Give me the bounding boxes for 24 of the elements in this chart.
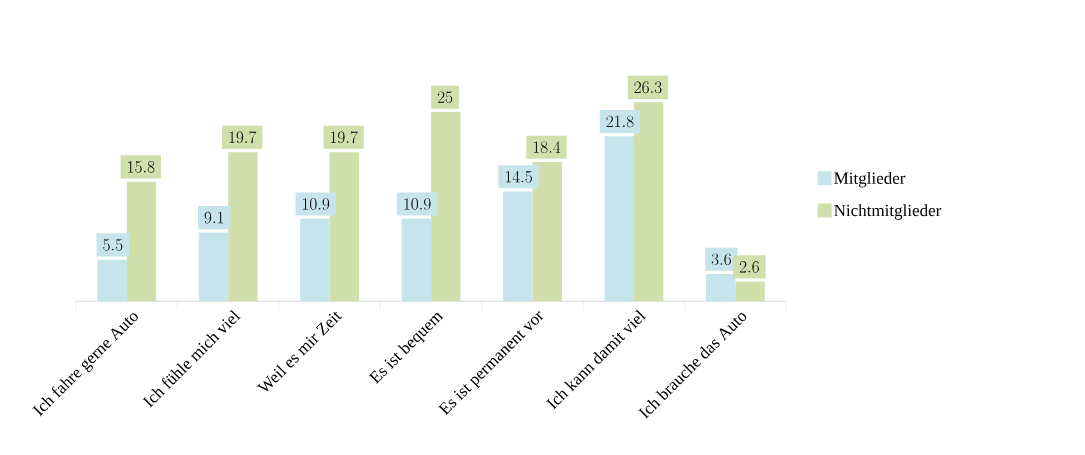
data-label: 19.7 <box>229 131 257 144</box>
bar <box>431 112 461 302</box>
data-label: 14.5 <box>505 170 532 183</box>
data-label: 10.9 <box>302 198 330 210</box>
data-label: 10.9 <box>404 198 431 210</box>
legend-label: Mitglieder <box>834 171 906 188</box>
data-label: 18.4 <box>533 141 561 154</box>
bar <box>604 136 634 302</box>
data-label: 26.3 <box>634 81 662 94</box>
data-label: 25 <box>437 91 453 104</box>
x-tick-label: Ich fühle mich viel <box>142 309 241 408</box>
bar <box>228 152 258 302</box>
data-label: 5.5 <box>103 239 123 251</box>
bar <box>705 274 736 302</box>
data-label: 21 .8 <box>606 115 634 128</box>
legend-label: Nichtmitglieder <box>834 204 942 220</box>
data-label: 9. 1 <box>204 211 224 224</box>
bar <box>329 152 360 302</box>
data-label: 2.6 <box>739 261 759 273</box>
bar <box>633 102 664 302</box>
data-label: 15.8 <box>128 161 155 173</box>
x-tick-label: Weil es mir Zeit <box>256 311 342 392</box>
data-label: 3.6 <box>711 253 731 266</box>
data-label: 19.7 <box>330 131 358 144</box>
